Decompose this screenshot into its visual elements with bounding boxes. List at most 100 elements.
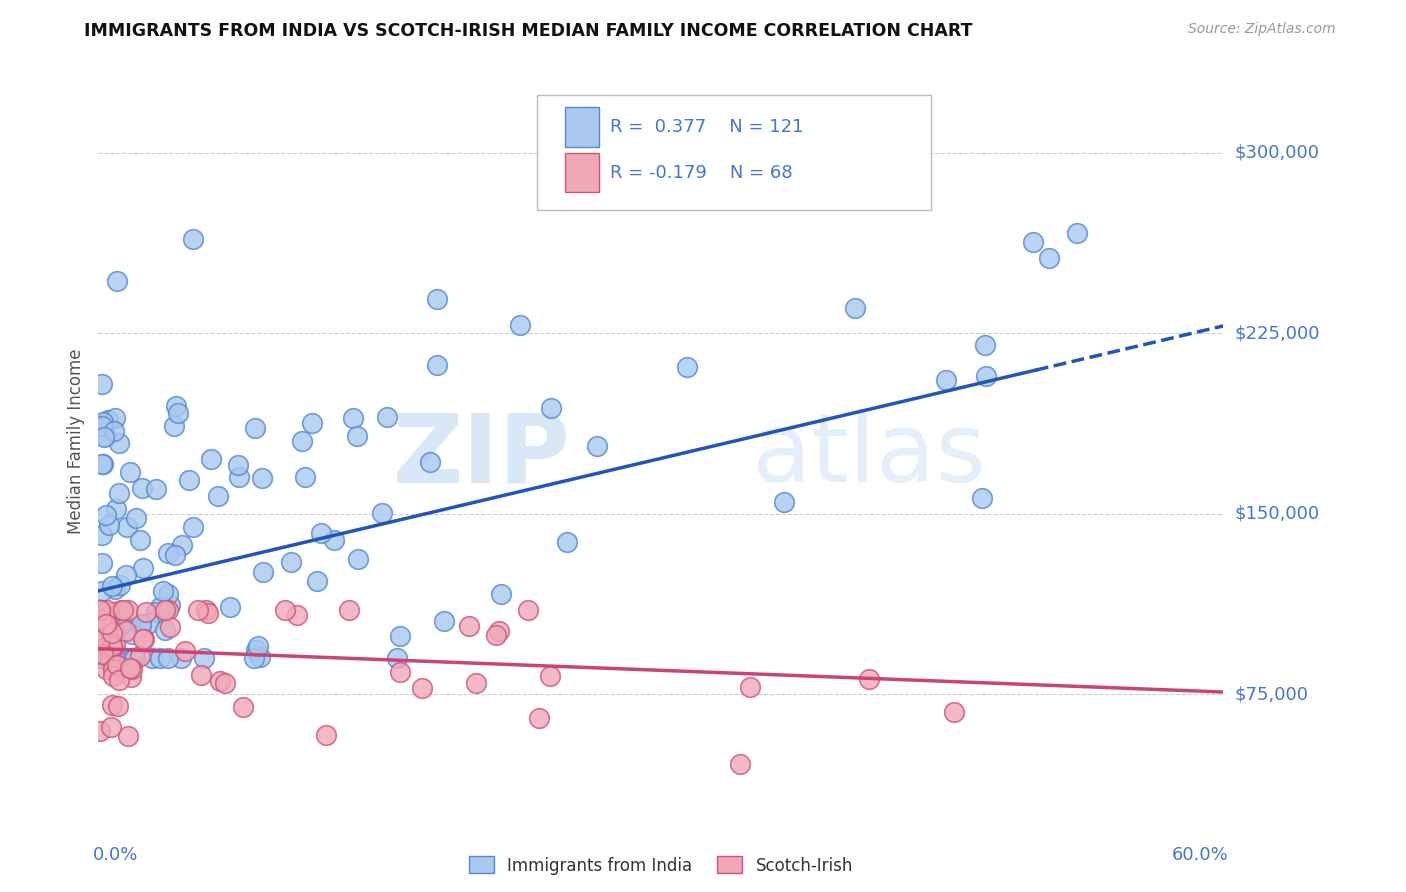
Point [339,603,361,617]
Point [89,603,111,617]
Point [247,639,270,653]
Point [540,401,562,416]
Point [858,672,880,686]
Point [101,698,124,713]
Text: 60.0%: 60.0% [1173,847,1229,864]
Point [149,651,172,665]
Point [159,598,181,612]
Point [280,555,302,569]
Point [488,624,510,638]
Point [389,629,412,643]
Point [111,603,134,617]
Point [97,651,120,665]
Point [309,526,332,541]
Point [104,637,127,651]
Point [1022,235,1045,250]
Point [322,533,344,547]
Point [433,614,456,628]
Point [101,626,124,640]
Point [290,434,312,448]
Point [108,578,131,592]
Point [165,399,187,413]
Point [200,452,222,467]
Point [285,608,308,623]
Point [94,614,117,628]
Point [97,650,120,665]
Point [1066,226,1088,240]
Point [385,651,408,665]
Point [187,603,209,617]
Point [245,643,267,657]
Point [149,600,172,615]
Text: Source: ZipAtlas.com: Source: ZipAtlas.com [1188,22,1336,37]
Point [101,669,124,683]
Point [121,626,143,640]
Point [132,632,155,646]
Point [555,535,578,549]
Point [252,565,274,579]
Point [103,651,125,665]
Point [943,705,966,719]
Point [101,639,124,653]
Text: R = -0.179    N = 68: R = -0.179 N = 68 [610,164,793,182]
Point [128,648,150,663]
Point [527,710,550,724]
Point [249,650,271,665]
Point [135,606,157,620]
Point [91,556,114,570]
Point [509,318,531,333]
Point [91,528,114,542]
Point [157,603,180,617]
Point [228,469,250,483]
Point [110,603,132,617]
Point [728,756,751,771]
Point [131,481,153,495]
Point [121,651,143,665]
Point [538,669,561,683]
Point [207,489,229,503]
Point [104,651,127,665]
Point [219,599,242,614]
Point [457,619,479,633]
Point [315,728,337,742]
Point [156,546,179,560]
Point [91,651,114,665]
Point [94,662,117,676]
Point [104,582,127,596]
Point [104,501,127,516]
Text: ZIP: ZIP [392,409,571,502]
Y-axis label: Median Family Income: Median Family Income [66,349,84,534]
Point [181,520,204,534]
Point [96,651,118,665]
Point [152,583,174,598]
Point [141,651,163,665]
Point [375,410,398,425]
Point [117,729,139,743]
Point [89,723,111,738]
Point [97,518,120,533]
Point [115,519,138,533]
Point [242,651,264,665]
Point [177,474,200,488]
Point [97,412,120,426]
Text: $150,000: $150,000 [1234,505,1319,523]
Point [94,616,117,631]
Point [181,232,204,246]
Point [1038,251,1060,265]
Point [145,482,167,496]
Point [426,359,449,373]
Point [243,421,266,435]
Point [163,549,186,563]
Point [974,338,997,352]
Point [773,495,796,509]
Point [232,700,254,714]
Point [129,616,152,631]
Point [107,698,129,713]
FancyBboxPatch shape [537,95,931,211]
Point [138,615,160,630]
Point [107,657,129,672]
Point [131,621,153,635]
Point [208,673,231,688]
Point [100,647,122,661]
Point [974,368,997,383]
